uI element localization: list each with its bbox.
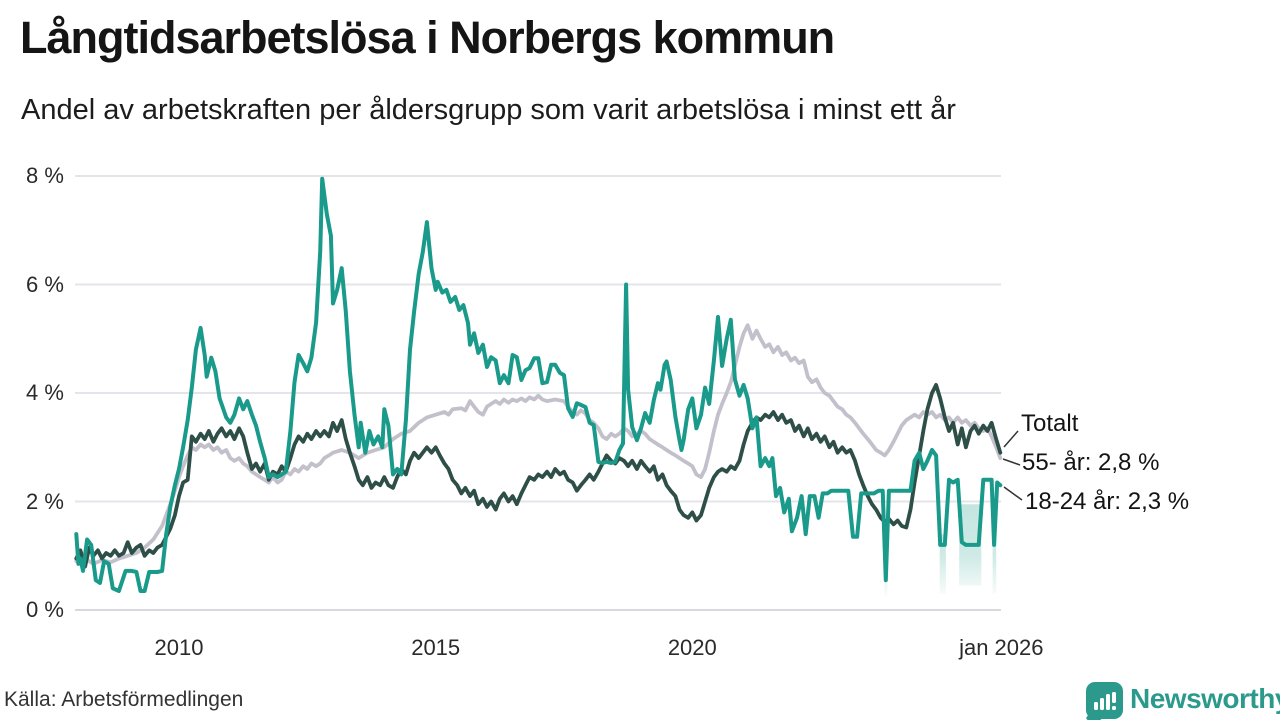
x-axis-tick: jan 2026 — [959, 635, 1044, 660]
y-axis-tick: 0 % — [26, 597, 64, 622]
series-line-55-r — [74, 323, 1003, 566]
label-pointer-line — [1003, 430, 1019, 448]
uncertainty-band — [992, 534, 997, 594]
x-axis-tick: 2020 — [667, 635, 717, 660]
y-axis-tick: 2 % — [26, 488, 64, 514]
series-label-18-24: 18-24 år: 2,3 % — [1025, 488, 1190, 515]
newsworthy-brand: Newsworthy — [1086, 682, 1280, 720]
page-title: Långtidsarbetslösa i Norbergs kommun — [20, 12, 835, 63]
series-line-18-24-r — [74, 176, 1003, 593]
uncertainty-band — [939, 534, 946, 594]
chart-subtitle: Andel av arbetskraften per åldersgrupp s… — [21, 94, 956, 126]
x-axis-tick: 2010 — [154, 635, 204, 660]
newsworthy-wordmark: Newsworthy — [1130, 683, 1280, 714]
y-axis-tick: 8 % — [26, 163, 64, 188]
x-axis-tick: 2015 — [411, 635, 461, 660]
newsworthy-logo-icon — [1086, 682, 1123, 719]
series-label-totalt: Totalt — [1021, 410, 1079, 437]
label-pointer-line — [1002, 458, 1021, 466]
series-line-totalt — [74, 382, 1003, 569]
source-note: Källa: Arbetsförmedlingen — [4, 688, 244, 711]
label-pointer-line — [1003, 486, 1023, 501]
y-axis-tick: 6 % — [26, 271, 64, 297]
y-axis-tick: 4 % — [26, 380, 64, 405]
series-label-55: 55- år: 2,8 % — [1022, 449, 1160, 476]
